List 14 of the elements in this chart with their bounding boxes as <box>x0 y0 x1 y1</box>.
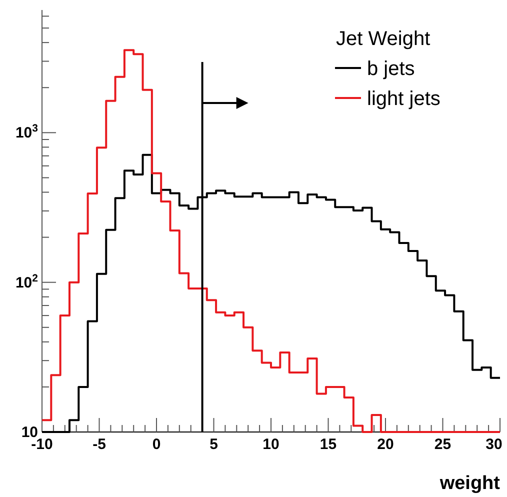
x-tick-label: 20 <box>377 436 394 453</box>
y-tick-label: 10$^{2}$ <box>15 272 38 292</box>
x-tick-label: 10 <box>262 436 280 453</box>
x-tick-label: 5 <box>210 436 218 453</box>
legend-label: b jets <box>367 58 415 80</box>
legend-title: Jet Weight <box>336 28 431 50</box>
x-tick-label: 30 <box>486 436 502 453</box>
y-tick-label: 10$^{3}$ <box>15 122 38 142</box>
x-tick-label: 0 <box>152 436 161 453</box>
x-tick-label: 25 <box>434 436 452 453</box>
legend-label: light jets <box>367 88 440 110</box>
x-tick-label: -5 <box>92 436 106 453</box>
x-tick-label: 15 <box>320 436 337 453</box>
x-axis-title: weight <box>438 473 501 494</box>
